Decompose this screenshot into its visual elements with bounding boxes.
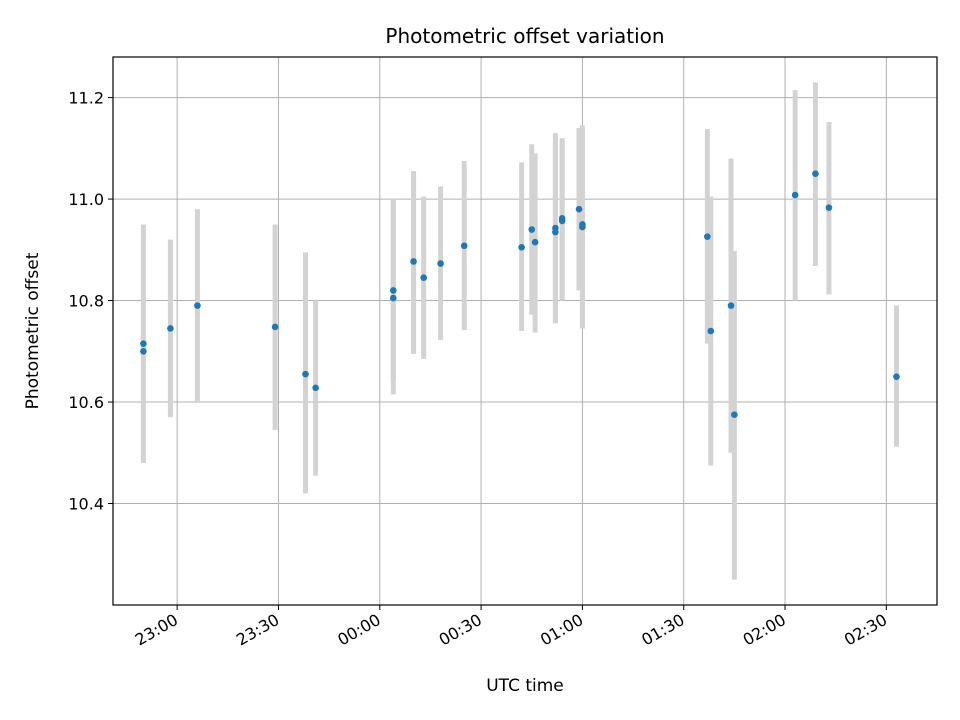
y-tick-label: 10.6 xyxy=(68,393,104,412)
data-point xyxy=(531,238,539,246)
data-point xyxy=(704,233,711,240)
data-point xyxy=(707,327,715,335)
data-point xyxy=(825,204,833,211)
data-point xyxy=(518,243,525,251)
data-point xyxy=(410,258,417,265)
y-axis-ticks: 10.4 10.6 10.8 11.0 11.2 xyxy=(68,89,113,514)
data-point xyxy=(558,217,566,225)
data-point xyxy=(420,274,427,282)
x-axis-label: UTC time xyxy=(486,676,564,696)
data-point xyxy=(731,411,738,419)
data-point xyxy=(437,260,444,267)
data-point xyxy=(140,347,147,355)
y-tick-label: 10.4 xyxy=(68,495,104,514)
data-point xyxy=(528,226,536,233)
plot-frame xyxy=(112,56,938,606)
data-point xyxy=(791,191,799,199)
chart-title: Photometric offset variation xyxy=(385,24,664,48)
data-point xyxy=(575,205,583,213)
data-point xyxy=(812,170,819,178)
data-points xyxy=(140,170,900,419)
data-point xyxy=(552,224,559,232)
data-point xyxy=(194,302,201,309)
data-point xyxy=(389,294,397,302)
data-point xyxy=(312,384,319,392)
y-tick-label: 11.0 xyxy=(68,190,104,209)
data-point xyxy=(727,302,735,309)
data-point xyxy=(893,373,900,380)
data-point xyxy=(389,287,397,294)
data-point xyxy=(302,370,309,378)
data-point xyxy=(140,340,147,347)
y-axis-label: Photometric offset xyxy=(23,252,43,409)
grid xyxy=(113,57,937,605)
data-point xyxy=(271,323,279,331)
y-tick-label: 10.8 xyxy=(68,292,104,311)
data-point xyxy=(460,242,468,250)
data-point xyxy=(167,325,174,332)
data-point xyxy=(579,223,586,231)
y-tick-label: 11.2 xyxy=(68,89,104,108)
